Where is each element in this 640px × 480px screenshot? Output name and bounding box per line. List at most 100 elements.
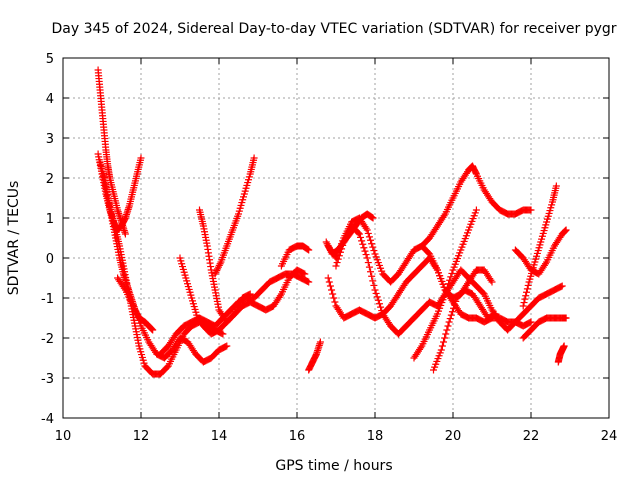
data-point: [369, 214, 377, 222]
data-point: [363, 254, 371, 262]
data-point: [445, 318, 453, 326]
plot-frame: [62, 57, 610, 419]
data-point: [325, 278, 333, 286]
data-point: [354, 229, 362, 237]
data-point: [323, 240, 331, 248]
data-point: [442, 287, 450, 295]
data-point: [214, 263, 222, 271]
data-point: [371, 286, 379, 294]
data-point: [326, 282, 334, 290]
x-tick-label: 16: [289, 429, 306, 444]
series-track-17: [430, 286, 500, 374]
y-tick-label: -2: [41, 332, 54, 347]
series-track-19: [511, 226, 570, 278]
data-point: [441, 334, 449, 342]
data-point: [355, 230, 363, 238]
data-point: [324, 274, 332, 282]
data-point: [370, 281, 378, 289]
data-point: [214, 265, 222, 273]
data-point: [523, 285, 531, 293]
data-point: [364, 259, 372, 267]
data-point: [305, 278, 313, 286]
data-point: [492, 310, 500, 318]
data-point: [373, 293, 381, 301]
data-point: [322, 238, 330, 246]
data-point: [446, 276, 454, 284]
data-point: [448, 308, 456, 316]
data-point: [120, 284, 128, 292]
y-tick-label: -3: [41, 372, 54, 387]
data-point: [444, 322, 452, 330]
data-point: [541, 260, 549, 268]
y-tick-label: 2: [46, 172, 54, 187]
series-track-21: [554, 342, 568, 366]
data-point: [519, 302, 527, 310]
data-point: [523, 288, 531, 296]
data-point: [364, 229, 372, 237]
series-track-8: [211, 154, 258, 278]
data-point: [331, 298, 339, 306]
x-tick-label: 14: [211, 429, 228, 444]
data-point: [215, 261, 223, 269]
x-tick-label: 22: [523, 429, 540, 444]
data-point: [149, 326, 157, 334]
x-tick-label: 10: [55, 429, 72, 444]
data-point: [121, 230, 129, 238]
data-point: [276, 292, 284, 300]
data-point: [363, 226, 371, 234]
data-point: [562, 314, 570, 322]
data-point: [305, 246, 313, 254]
data-point: [443, 283, 451, 291]
data-point: [448, 269, 456, 277]
data-point: [359, 240, 367, 248]
data-point: [368, 272, 376, 280]
data-point: [452, 297, 460, 305]
data-point: [250, 154, 258, 162]
series-track-16: [410, 206, 480, 362]
data-point: [324, 241, 332, 249]
y-tick-label: 4: [46, 92, 54, 107]
series-track-5: [114, 274, 231, 366]
data-point: [325, 243, 333, 251]
data-point: [369, 277, 377, 285]
data-point: [442, 330, 450, 338]
series-track-9: [157, 270, 313, 358]
data-point: [441, 290, 449, 298]
data-point: [357, 233, 365, 241]
x-tick-label: 12: [133, 429, 150, 444]
data-point: [369, 243, 377, 251]
data-point: [522, 292, 530, 300]
data-point: [417, 344, 425, 352]
y-tick-label: 1: [46, 212, 54, 227]
data-point: [367, 236, 375, 244]
data-point: [223, 342, 231, 350]
data-point: [527, 318, 535, 326]
data-point: [316, 338, 324, 346]
data-point: [333, 259, 341, 267]
data-point: [368, 240, 376, 248]
data-point: [552, 182, 560, 190]
data-point: [450, 304, 458, 312]
data-point: [358, 237, 366, 245]
data-point: [374, 296, 382, 304]
y-tick-label: 0: [46, 252, 54, 267]
y-tick-label: -1: [41, 292, 54, 307]
data-point: [360, 244, 368, 252]
data-point: [377, 303, 385, 311]
data-point: [440, 212, 448, 220]
y-tick-label: 3: [46, 132, 54, 147]
data-point: [560, 342, 568, 350]
series-track-10: [277, 242, 313, 270]
data-point: [562, 226, 570, 234]
data-point: [375, 300, 383, 308]
data-point: [447, 273, 455, 281]
data-point: [437, 346, 445, 354]
data-point: [447, 311, 455, 319]
data-point: [440, 338, 448, 346]
data-point: [365, 233, 373, 241]
data-point: [213, 267, 221, 275]
data-point: [219, 330, 227, 338]
data-point: [334, 255, 342, 263]
data-point: [521, 295, 529, 303]
